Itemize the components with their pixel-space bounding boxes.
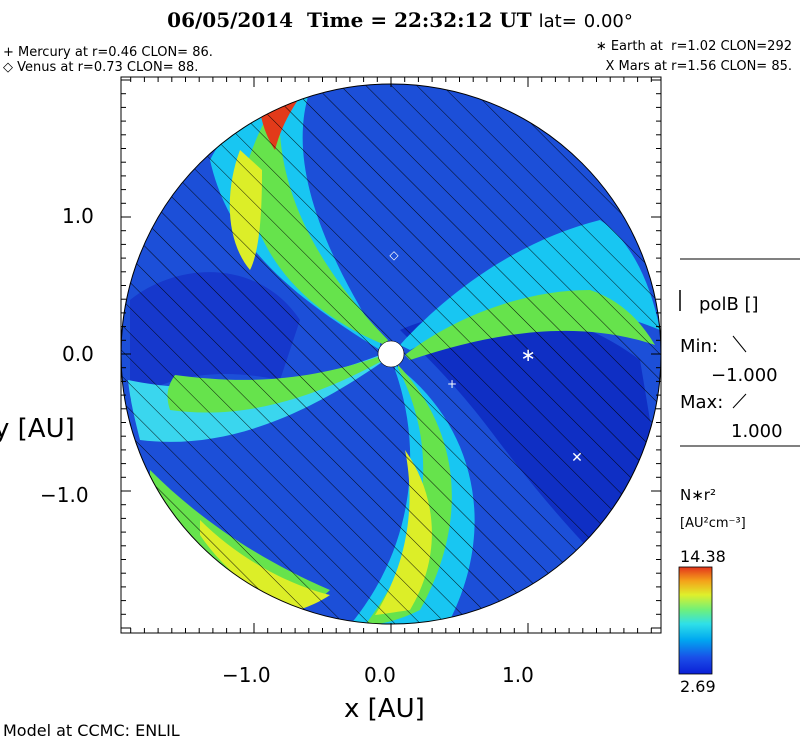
- title-time-label: Time =: [307, 8, 388, 32]
- x-tick-label-1: 1.0: [502, 663, 534, 687]
- colorbar: [678, 566, 713, 675]
- x-tick-label-0: 0.0: [364, 663, 396, 687]
- title-lat-value: 0.00°: [583, 11, 633, 32]
- polarity-max-label: Max:: [680, 392, 724, 413]
- title-lat-label: lat=: [538, 11, 577, 32]
- mercury-marker: +: [447, 377, 457, 391]
- mars-info: X Mars at r=1.56 CLON= 85.: [605, 59, 793, 74]
- mars-marker: ✕: [571, 450, 583, 466]
- earth-info: ∗ Earth at r=1.02 CLON=292: [595, 39, 792, 54]
- colorbar-min: 2.69: [680, 677, 716, 696]
- y-axis-label: y [AU]: [0, 414, 75, 444]
- y-tick-label-1: 1.0: [62, 204, 94, 228]
- title-time: 22:32:12: [394, 8, 493, 32]
- colorbar-quantity: N∗r²: [680, 486, 716, 504]
- mercury-info: + Mercury at r=0.46 CLON= 86.: [3, 45, 213, 60]
- venus-info: ◇ Venus at r=0.73 CLON= 88.: [3, 60, 199, 75]
- polarity-min-value: −1.000: [711, 365, 778, 386]
- axis-ticks: [121, 77, 661, 633]
- polarity-min-label: Min:: [680, 336, 719, 357]
- colorbar-units: [AU²cm⁻³]: [680, 516, 746, 531]
- title-date: 06/05/2014: [167, 8, 294, 32]
- legend-max-marker: [732, 393, 747, 409]
- x-axis-label: x [AU]: [344, 694, 425, 724]
- title-time-unit: UT: [499, 8, 532, 32]
- legend-min-marker: [732, 335, 747, 353]
- polarity-title: polB []: [699, 294, 759, 315]
- colorbar-max: 14.38: [680, 547, 726, 566]
- polarity-max-value: 1.000: [731, 421, 783, 442]
- sun-marker: [377, 340, 405, 368]
- model-credit: Model at CCMC: ENLIL: [3, 721, 180, 740]
- plot-title: 06/05/2014 Time = 22:32:12 UT lat= 0.00°: [0, 10, 800, 31]
- y-tick-label-neg1: −1.0: [40, 483, 89, 507]
- earth-marker: ∗: [520, 345, 535, 366]
- y-tick-label-0: 0.0: [62, 342, 94, 366]
- x-tick-label-neg1: −1.0: [222, 663, 271, 687]
- venus-marker: ◇: [389, 248, 399, 262]
